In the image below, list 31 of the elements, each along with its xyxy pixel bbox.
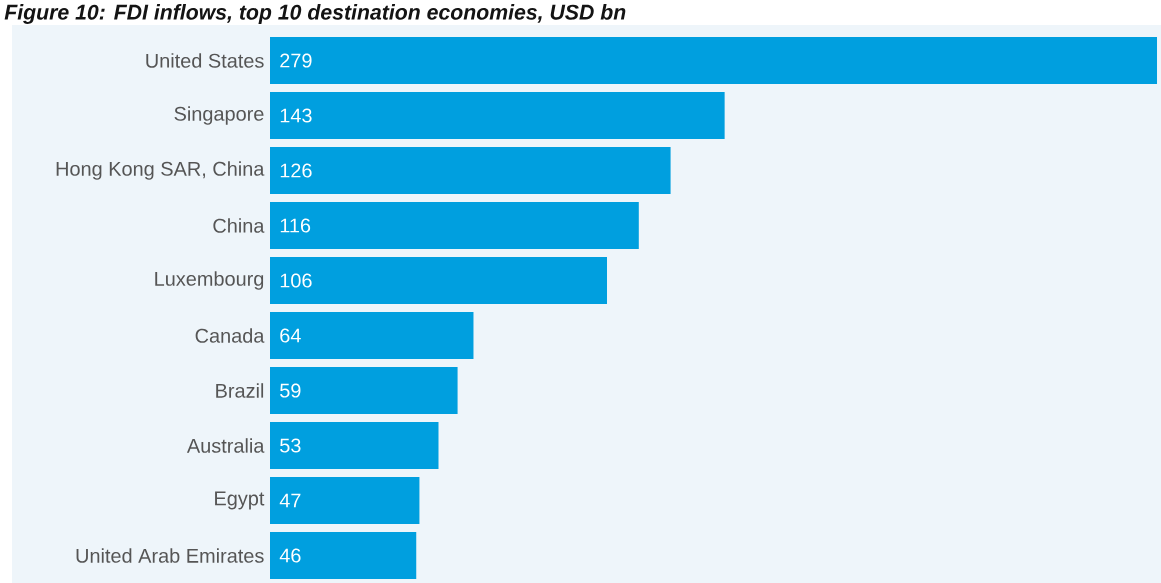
y-tick-label: Canada: [195, 328, 265, 343]
data-label: 46: [279, 548, 301, 563]
bar: [270, 92, 725, 139]
y-tick-label: Australia: [186, 438, 265, 453]
y-tick-label: Brazil: [216, 383, 264, 398]
y-tick-label: China: [213, 218, 265, 233]
bar: [270, 312, 474, 360]
data-label: 64: [280, 328, 301, 343]
y-tick-label: Hong Kong SAR, China: [56, 161, 265, 180]
bar: [270, 422, 439, 470]
y-tick-label: United States: [146, 53, 264, 68]
data-label: 106: [280, 273, 312, 288]
data-label: 47: [279, 493, 301, 508]
bar: [270, 37, 1158, 84]
chart-title: Figure 10: FDI inflows, top 10 destination economies, USD bn: [4, 4, 626, 24]
bar: [270, 257, 608, 305]
data-label: 279: [280, 53, 312, 68]
bar: [270, 477, 420, 525]
bar: [270, 202, 639, 250]
data-label: 53: [280, 438, 301, 453]
y-tick-label: Luxembourg: [155, 271, 264, 290]
data-label: 116: [280, 218, 311, 233]
bar: [270, 367, 458, 415]
y-tick-label: United Arab Emirates: [76, 548, 264, 563]
y-tick-label: Egypt: [215, 491, 265, 510]
data-label: 126: [280, 163, 312, 178]
data-label: 59: [280, 383, 301, 398]
bar: [270, 147, 671, 194]
data-label: 143: [280, 108, 312, 123]
bar: [270, 532, 417, 580]
y-tick-label: Singapore: [174, 106, 264, 125]
